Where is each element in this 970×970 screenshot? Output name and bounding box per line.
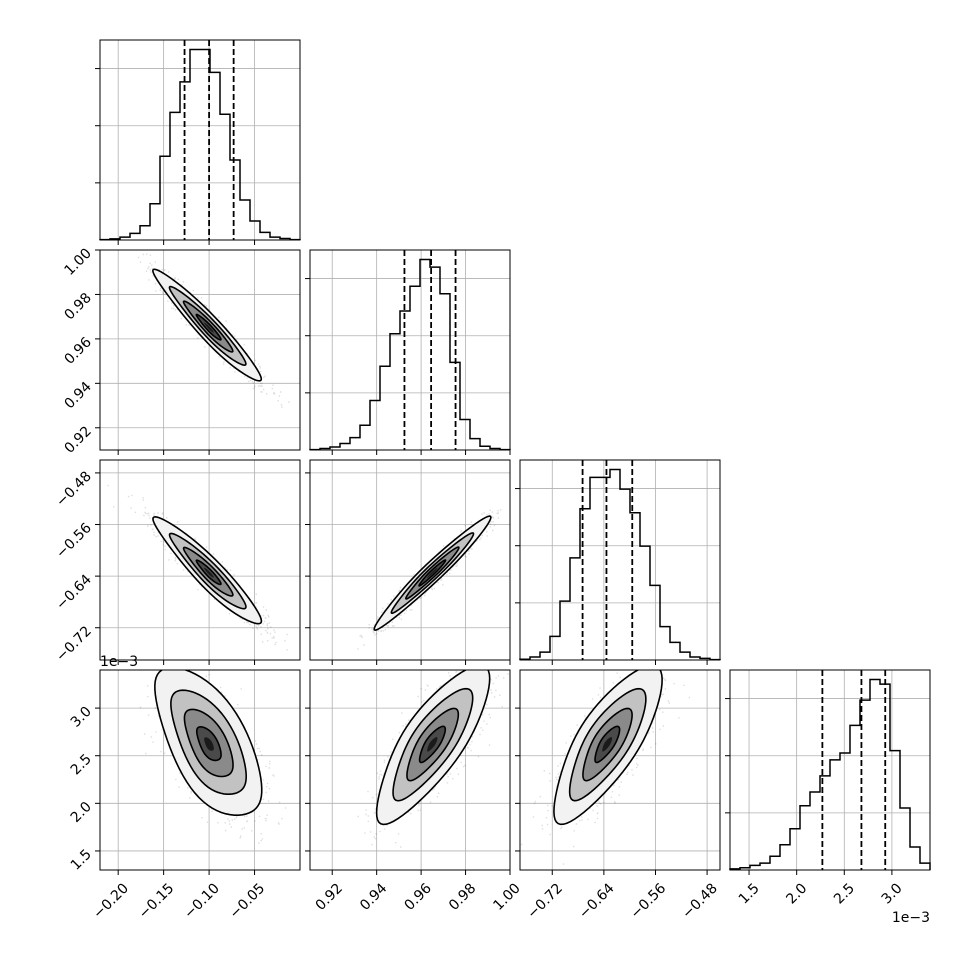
- x-tick-label: 0.92: [313, 880, 346, 913]
- panel-frame: [99, 459, 301, 661]
- y-tick-label: 0.98: [61, 290, 94, 323]
- y-tick-label: 1.00: [61, 246, 94, 279]
- y-tick-label: 0.96: [61, 334, 94, 367]
- panel-frame: [519, 669, 721, 871]
- contour-line: [406, 707, 460, 782]
- contour-line: [168, 285, 247, 366]
- contour-line: [152, 516, 263, 625]
- contour-line: [182, 300, 234, 353]
- contour-line: [404, 546, 460, 600]
- contour-line: [195, 313, 222, 341]
- histogram-step: [99, 48, 301, 241]
- panel-frame: [519, 459, 721, 661]
- y-tick-label: 0.94: [61, 379, 94, 412]
- x-tick-label: 0.98: [446, 880, 479, 913]
- contour-line: [582, 707, 633, 782]
- panel-frame: [99, 669, 301, 871]
- density-fill: [203, 322, 214, 333]
- y-offset-label: 1e−3: [100, 654, 138, 670]
- contour-line: [195, 726, 222, 762]
- y-tick-label: 1.5: [68, 846, 95, 873]
- x-tick-label: −0.64: [576, 880, 618, 922]
- x-offset-label: 1e−3: [892, 910, 930, 926]
- y-tick-label: 2.5: [68, 751, 95, 778]
- panel-frame: [309, 669, 511, 871]
- contour-line: [375, 670, 491, 826]
- density-fill: [203, 567, 214, 578]
- y-tick-label: −0.64: [53, 572, 95, 614]
- density-fill: [426, 567, 438, 579]
- panel-frame: [99, 39, 301, 241]
- y-tick-label: −0.72: [53, 623, 95, 665]
- joint-layer: [357, 509, 502, 650]
- x-tick-label: −0.56: [628, 880, 670, 922]
- x-tick-label: 2.5: [831, 880, 858, 907]
- joint-layer: [107, 484, 288, 651]
- contour-line: [195, 559, 222, 586]
- y-tick-label: 3.0: [68, 704, 95, 731]
- histogram-step: [729, 678, 931, 870]
- x-tick-label: −0.48: [679, 880, 721, 922]
- density-fill: [427, 737, 438, 752]
- x-tick-label: −0.72: [524, 880, 566, 922]
- panel-frame: [309, 459, 511, 661]
- x-tick-label: 1.00: [490, 880, 523, 913]
- contour-line: [594, 725, 621, 764]
- contour-line: [152, 268, 263, 382]
- joint-layer: [357, 670, 509, 848]
- joint-layer: [137, 253, 290, 408]
- contour-line: [568, 687, 647, 802]
- density-fill: [204, 737, 214, 751]
- panel-frame: [309, 249, 511, 451]
- contour-line: [418, 725, 447, 764]
- density-fill: [602, 737, 613, 752]
- y-tick-label: −0.48: [53, 468, 95, 510]
- histogram-step: [309, 258, 511, 451]
- contour-line: [392, 687, 474, 802]
- y-tick-label: 0.92: [61, 423, 94, 456]
- contour-line: [170, 689, 247, 796]
- x-tick-label: 3.0: [879, 880, 906, 907]
- contour-line: [183, 708, 234, 778]
- x-tick-label: −0.10: [181, 880, 223, 922]
- histogram-step: [519, 468, 721, 661]
- contour-line: [373, 515, 492, 631]
- x-tick-label: 2.0: [783, 880, 810, 907]
- x-tick-label: 1.5: [736, 880, 763, 907]
- x-tick-label: 0.94: [357, 880, 390, 913]
- x-tick-label: −0.20: [90, 880, 132, 922]
- contour-line: [390, 532, 475, 615]
- panel-frame: [99, 249, 301, 451]
- contour-line: [168, 532, 247, 610]
- contour-line: [182, 546, 234, 597]
- panel-frame: [729, 669, 931, 871]
- y-tick-label: 2.0: [68, 799, 95, 826]
- contour-line: [418, 559, 447, 587]
- y-tick-label: −0.56: [53, 520, 95, 562]
- x-tick-label: 0.96: [402, 880, 435, 913]
- x-tick-label: −0.05: [227, 880, 269, 922]
- contour-line: [154, 670, 263, 816]
- contour-line: [553, 670, 663, 826]
- joint-layer: [139, 670, 287, 844]
- x-tick-label: −0.15: [136, 880, 178, 922]
- joint-layer: [520, 670, 690, 865]
